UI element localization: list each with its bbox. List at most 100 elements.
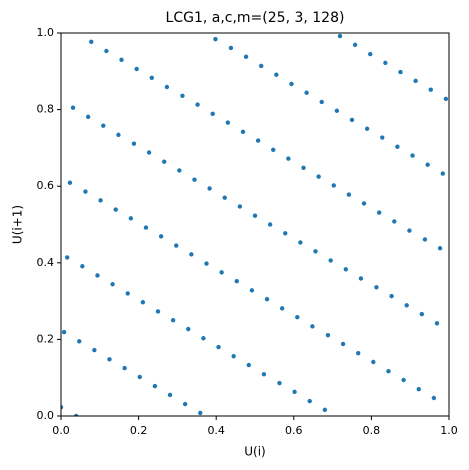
- point: [162, 159, 167, 164]
- point: [259, 63, 264, 69]
- point: [416, 386, 421, 392]
- point: [349, 117, 355, 123]
- point: [243, 54, 249, 59]
- point: [422, 237, 428, 242]
- y-tick-label: 0.4: [37, 256, 55, 269]
- point: [407, 228, 412, 233]
- point: [419, 311, 425, 317]
- point: [246, 362, 251, 368]
- y-tick-label: 0.0: [37, 409, 55, 422]
- y-tick-label: 1.0: [37, 26, 55, 39]
- point: [283, 231, 288, 236]
- point: [70, 105, 76, 110]
- point: [307, 398, 312, 404]
- point: [95, 273, 100, 278]
- point: [301, 165, 306, 171]
- point: [261, 372, 267, 377]
- point: [146, 150, 152, 155]
- point: [83, 189, 88, 194]
- point: [225, 120, 231, 125]
- point: [107, 357, 112, 362]
- point: [213, 36, 218, 42]
- point: [325, 332, 331, 338]
- point: [380, 135, 385, 140]
- point: [189, 252, 194, 257]
- point: [295, 314, 300, 320]
- point: [210, 111, 215, 117]
- point: [440, 171, 445, 176]
- point: [249, 288, 255, 293]
- point: [228, 45, 234, 51]
- x-tick-label: 0.8: [363, 424, 381, 437]
- x-tick-label: 0.0: [52, 424, 70, 437]
- point: [328, 258, 333, 263]
- point: [286, 156, 291, 161]
- point: [289, 81, 294, 87]
- y-tick-label: 0.6: [37, 179, 55, 192]
- point: [101, 123, 106, 128]
- point: [149, 75, 154, 81]
- point: [255, 138, 261, 143]
- point: [80, 264, 85, 269]
- point: [374, 285, 379, 290]
- point: [292, 389, 297, 395]
- point: [428, 87, 433, 92]
- plot-area: [61, 33, 449, 416]
- point: [371, 359, 376, 365]
- point: [231, 354, 236, 359]
- point: [271, 147, 276, 153]
- point: [164, 84, 170, 90]
- point: [401, 377, 406, 383]
- point: [207, 186, 212, 191]
- point: [364, 126, 370, 131]
- point: [182, 401, 188, 407]
- point: [192, 177, 197, 182]
- point: [201, 336, 206, 341]
- point: [358, 276, 364, 281]
- point: [252, 213, 258, 218]
- point: [279, 306, 285, 311]
- point: [140, 300, 146, 305]
- point: [110, 282, 115, 287]
- point: [216, 344, 221, 350]
- point: [337, 33, 343, 39]
- point: [410, 153, 415, 158]
- point: [77, 339, 82, 344]
- point: [137, 374, 142, 380]
- point: [195, 102, 200, 107]
- point: [61, 404, 64, 410]
- point: [437, 246, 443, 251]
- point: [322, 407, 328, 413]
- point: [98, 198, 103, 203]
- point: [398, 69, 403, 75]
- point: [389, 293, 394, 299]
- point: [331, 183, 336, 188]
- point: [443, 96, 449, 102]
- point: [352, 42, 358, 48]
- point: [340, 341, 346, 347]
- point: [125, 291, 130, 296]
- point: [167, 392, 173, 398]
- point: [234, 278, 239, 284]
- point: [131, 141, 137, 146]
- point: [237, 204, 243, 209]
- point: [116, 132, 121, 138]
- point: [425, 162, 430, 167]
- point: [274, 72, 279, 77]
- point: [85, 114, 91, 120]
- point: [386, 368, 391, 374]
- point: [304, 90, 309, 95]
- point: [204, 261, 209, 266]
- point: [240, 129, 246, 135]
- point: [313, 249, 318, 254]
- point: [334, 108, 340, 113]
- point: [368, 51, 373, 57]
- point: [155, 309, 161, 314]
- x-tick-label: 1.0: [440, 424, 458, 437]
- point: [361, 201, 367, 206]
- point: [222, 195, 227, 200]
- point: [316, 174, 321, 179]
- point: [158, 234, 164, 239]
- point: [180, 93, 185, 99]
